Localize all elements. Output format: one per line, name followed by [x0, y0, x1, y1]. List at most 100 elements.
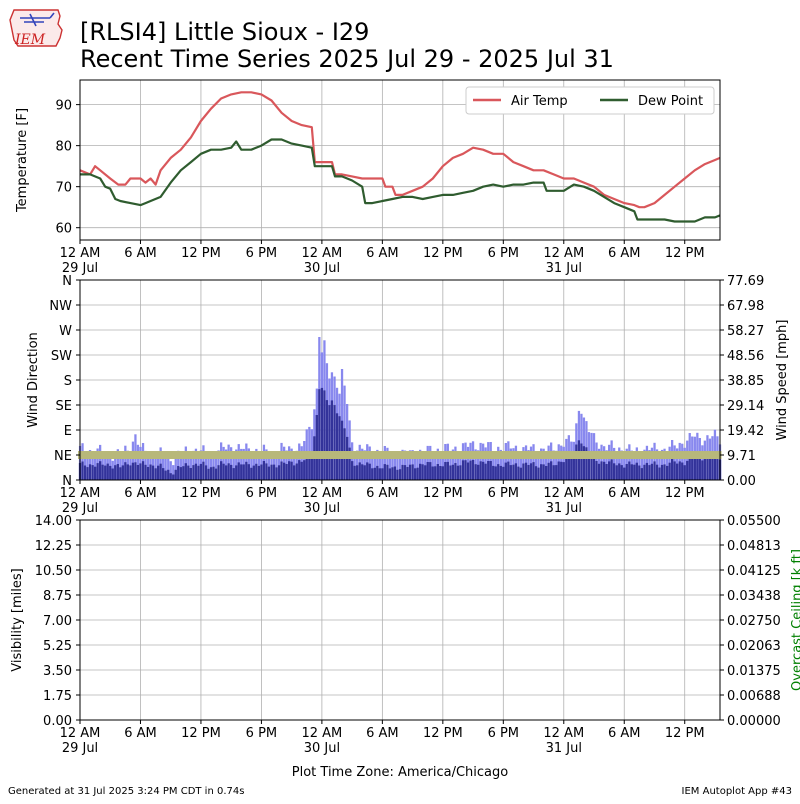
wind-speed-bar	[376, 465, 379, 480]
temperature-xtick-label: 6 PM	[488, 246, 519, 261]
wind-speed-bar	[94, 466, 97, 480]
wind-bars	[78, 337, 722, 480]
wind-gust-bar	[386, 447, 389, 480]
wind-speed-bar	[582, 446, 586, 480]
wind-speed-bar	[414, 468, 417, 480]
wind-gust-bar	[119, 454, 122, 480]
iowa-outline-icon	[9, 9, 63, 47]
wind-speed-bar	[547, 462, 550, 480]
wind-speed-bar	[691, 457, 694, 480]
wind-gust-bar	[378, 454, 381, 480]
wind-speed-bar	[449, 465, 452, 480]
wind-direction-tick-label: N	[62, 474, 72, 489]
wind-gust-bar	[499, 449, 502, 480]
visibility-xtick-date: 31 Jul	[546, 741, 582, 756]
wind-speed-bar	[119, 467, 122, 480]
wind-barb-icon	[20, 12, 55, 27]
wind-speed-bar	[245, 461, 248, 480]
wind-speed-bar	[381, 468, 384, 480]
wind-speed-bar	[179, 467, 182, 480]
wind-speed-bar	[356, 465, 359, 480]
wind-speed-bar	[608, 461, 611, 480]
wind-speed-bar	[638, 465, 641, 480]
wind-speed-bar	[444, 462, 447, 480]
wind-gust-bar	[232, 454, 235, 480]
wind-speed-bar	[567, 455, 570, 480]
wind-speed-ylabel: Wind Speed [mph]	[775, 320, 790, 441]
wind-gust-bar	[177, 450, 180, 480]
wind-speed-bar	[199, 463, 203, 480]
wind-speed-tick-label: 58.27	[727, 324, 764, 339]
wind-direction-points	[78, 451, 722, 459]
wind-direction-tick-label: W	[59, 324, 72, 339]
wind-speed-bar	[650, 463, 654, 480]
wind-speed-bar	[441, 466, 444, 480]
wind-speed-bar	[696, 454, 699, 480]
wind-speed-bar	[494, 466, 497, 480]
visibility-tick-label: 7.00	[43, 614, 72, 629]
wind-speed-tick-label: 77.69	[727, 274, 764, 289]
wind-speed-bar	[285, 464, 288, 480]
wind-speed-bar	[298, 460, 301, 480]
wind-speed-bar	[303, 460, 306, 480]
wind-speed-bar	[368, 463, 371, 480]
wind-speed-bar	[716, 454, 719, 480]
wind-gust-bar	[509, 448, 512, 480]
title-line-1: [RLSI4] Little Sioux - I29	[80, 18, 369, 46]
wind-speed-bar	[524, 462, 528, 480]
temperature-xtick-label: 12 AM	[60, 246, 101, 261]
wind-speed-bar	[209, 467, 213, 480]
wind-speed-bar	[204, 465, 208, 480]
wind-speed-bar	[240, 464, 243, 480]
wind-speed-bar	[305, 455, 308, 480]
wind-speed-bar	[645, 462, 649, 480]
wind-speed-bar	[592, 456, 596, 480]
wind-speed-bar	[202, 461, 205, 480]
wind-speed-bar	[358, 462, 361, 480]
wind-panel: N NE E SE S SW W NW N 0.00 9.71 19.42 29.14 38.85 48.…	[26, 274, 790, 516]
wind-xtick-date: 31 Jul	[546, 501, 582, 516]
wind-speed-bar	[560, 461, 563, 480]
wind-speed-bar	[482, 461, 485, 480]
temperature-xtick-label: 12 PM	[423, 246, 463, 261]
wind-speed-bar	[275, 467, 278, 480]
visibility-tick-label: 3.50	[43, 664, 72, 679]
wind-speed-bar	[610, 459, 613, 480]
wind-speed-tick-label: 67.98	[727, 299, 764, 314]
wind-direction-tick-label: SW	[51, 349, 72, 364]
wind-speed-bar	[572, 457, 575, 480]
wind-direction-tick-label: E	[64, 424, 72, 439]
visibility-xtick-label: 6 PM	[488, 726, 519, 741]
wind-speed-bar	[681, 462, 684, 480]
wind-speed-bar	[353, 465, 356, 480]
wind-gust-bar	[648, 450, 651, 480]
temperature-xtick-label: 12 PM	[181, 246, 221, 261]
footer-generated: Generated at 31 Jul 2025 3:24 PM CDT in …	[8, 786, 244, 797]
wind-gust-bar	[227, 444, 230, 480]
visibility-tick-label: 12.25	[35, 539, 72, 554]
wind-speed-bar	[187, 465, 190, 480]
wind-speed-bar	[393, 466, 397, 480]
wind-speed-bar	[477, 464, 480, 480]
wind-xtick-label: 12 PM	[665, 486, 705, 501]
wind-gust-bar	[519, 455, 523, 480]
wind-speed-bar	[537, 467, 540, 480]
wind-speed-bar	[514, 463, 518, 480]
wind-speed-bar	[499, 465, 502, 480]
wind-direction-ticks: N NE E SE S SW W NW N	[49, 274, 80, 489]
wind-gust-bar	[542, 448, 545, 480]
wind-gust-bar	[162, 454, 165, 480]
wind-speed-bar	[81, 461, 84, 480]
ceiling-ticks: 0.00000 0.00688 0.01375 0.02063 0.02750 0.034…	[720, 514, 781, 729]
wind-speed-tick-label: 0.00	[727, 474, 756, 489]
wind-speed-bar	[663, 464, 666, 480]
wind-speed-bar	[129, 465, 132, 480]
wind-speed-bar	[671, 459, 674, 480]
wind-speed-bar	[517, 466, 520, 480]
wind-speed-bar	[227, 463, 230, 480]
wind-speed-bar	[177, 466, 180, 480]
wind-speed-bar	[522, 463, 525, 480]
wind-speed-bar	[184, 463, 187, 480]
wind-speed-bar	[247, 464, 250, 480]
